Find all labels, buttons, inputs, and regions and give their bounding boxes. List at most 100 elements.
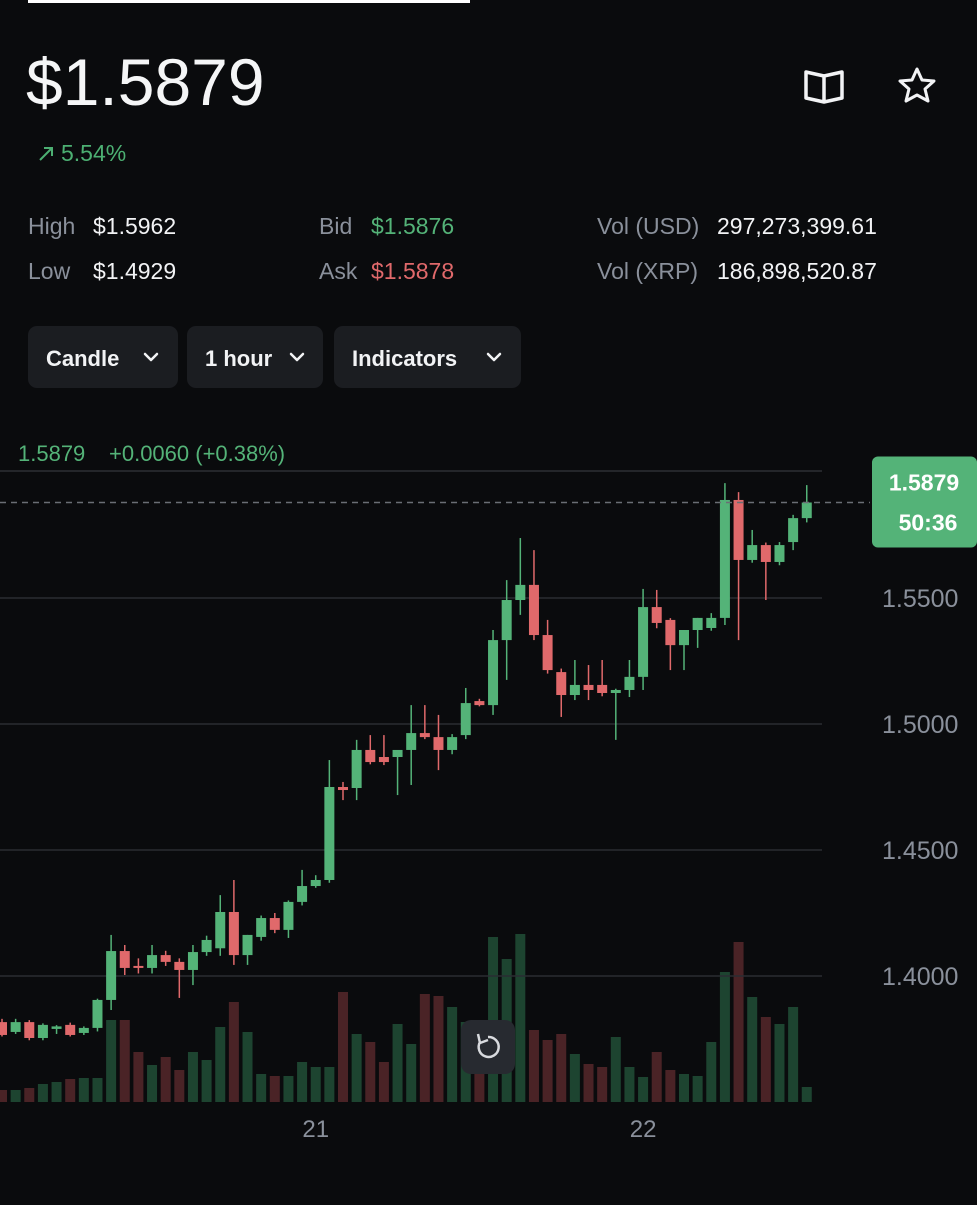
volume-bar xyxy=(488,937,499,1102)
candle-body xyxy=(201,939,212,953)
volume-bar xyxy=(392,1024,403,1102)
volume-bar xyxy=(801,1087,812,1102)
candle-body xyxy=(392,749,403,758)
candle-body xyxy=(542,635,553,671)
dropdown-label: Candle xyxy=(46,346,119,371)
candle-body xyxy=(0,1022,7,1035)
reset-button[interactable] xyxy=(461,1020,515,1074)
volume-bar xyxy=(692,1076,703,1102)
candle-body xyxy=(733,499,744,560)
candle-body xyxy=(365,749,376,763)
price-tag: 1.5879 50:36 xyxy=(0,456,977,548)
candle-body xyxy=(65,1024,76,1035)
stat-label: Vol (USD) xyxy=(597,213,699,239)
volume-bar xyxy=(747,997,758,1102)
volume-bar xyxy=(419,994,430,1102)
volume-bar xyxy=(256,1074,267,1102)
dropdown-label: Indicators xyxy=(352,346,457,371)
candle-body xyxy=(351,749,362,789)
candle-body xyxy=(147,955,158,968)
volume-bar xyxy=(515,934,526,1102)
volume-bar xyxy=(106,1020,117,1102)
candle-body xyxy=(583,684,594,690)
candle-body xyxy=(474,701,485,706)
volume-bar xyxy=(665,1070,676,1102)
volume-bar xyxy=(174,1070,185,1102)
stat-label: Ask xyxy=(319,258,358,284)
volume-bar xyxy=(201,1060,212,1102)
volume-bar xyxy=(638,1077,649,1102)
y-tick-label: 1.5000 xyxy=(882,711,958,739)
candle-body xyxy=(92,999,103,1028)
volume-bar xyxy=(228,1002,239,1102)
stat-value: $1.5876 xyxy=(371,213,454,239)
ohlc-price: 1.5879 xyxy=(18,441,85,466)
candle-body xyxy=(228,911,239,956)
progress-bar xyxy=(28,0,470,3)
candle-body xyxy=(419,733,430,738)
candle-body xyxy=(610,689,621,694)
x-tick-label: 21 xyxy=(302,1116,329,1143)
candle-body xyxy=(215,911,226,949)
volume-bar xyxy=(283,1076,294,1102)
candle-body xyxy=(283,901,294,930)
candle-body xyxy=(488,640,499,706)
candle-body xyxy=(597,684,608,694)
candle-body xyxy=(747,545,758,560)
candle-dropdown[interactable]: Candle xyxy=(28,326,178,388)
volume-bar xyxy=(78,1078,89,1102)
volume-bar xyxy=(651,1052,662,1102)
volume-bar xyxy=(597,1067,608,1102)
stat-value: $1.5878 xyxy=(371,258,454,284)
interval-dropdown[interactable]: 1 hour xyxy=(187,326,323,388)
star-icon[interactable] xyxy=(898,67,936,103)
candle-body xyxy=(460,703,471,736)
volume-bar xyxy=(269,1076,280,1102)
volume-bar xyxy=(351,1034,362,1102)
candle-body xyxy=(106,951,117,1000)
candle-body xyxy=(556,672,567,696)
volume-bar xyxy=(10,1090,21,1102)
y-tick-label: 1.5500 xyxy=(882,585,958,613)
volume-bar xyxy=(556,1034,567,1102)
volume-bar xyxy=(788,1007,799,1102)
candle-body xyxy=(51,1026,62,1029)
indicators-dropdown[interactable]: Indicators xyxy=(334,326,521,388)
stat-label: High xyxy=(28,213,75,239)
volume-bar xyxy=(365,1042,376,1102)
candle-body xyxy=(638,607,649,677)
candle-body xyxy=(10,1022,21,1032)
ohlc-change: +0.0060 (+0.38%) xyxy=(109,441,285,466)
volume-bar xyxy=(542,1040,553,1102)
volume-bar xyxy=(119,1020,130,1102)
volume-bar xyxy=(133,1052,144,1102)
candle-body xyxy=(651,607,662,623)
candle-body xyxy=(624,676,635,690)
volume-bar xyxy=(760,1017,771,1102)
candle-body xyxy=(801,502,812,519)
candle-body xyxy=(719,499,730,618)
candle-body xyxy=(242,934,253,956)
candle-body xyxy=(174,961,185,970)
stat-label: Bid xyxy=(319,213,352,239)
candle-body xyxy=(297,886,308,902)
candle-body xyxy=(665,619,676,646)
volume-bar xyxy=(65,1079,76,1102)
volume-bar xyxy=(338,992,348,1102)
stat-value: 297,273,399.61 xyxy=(717,213,877,239)
candle-body xyxy=(406,733,417,750)
volume-bar xyxy=(583,1064,594,1102)
candle-body xyxy=(133,965,144,968)
volume-bar xyxy=(160,1057,171,1102)
book-icon[interactable] xyxy=(804,70,844,104)
volume-bar xyxy=(324,1067,335,1102)
volume-bar xyxy=(0,1090,7,1102)
price-tag-value: 1.5879 xyxy=(889,469,959,495)
candle-body xyxy=(324,787,335,880)
volume-bar xyxy=(147,1065,158,1102)
stat-value: 186,898,520.87 xyxy=(717,258,877,284)
volume-bar xyxy=(433,996,444,1102)
volume-bar xyxy=(378,1062,389,1102)
